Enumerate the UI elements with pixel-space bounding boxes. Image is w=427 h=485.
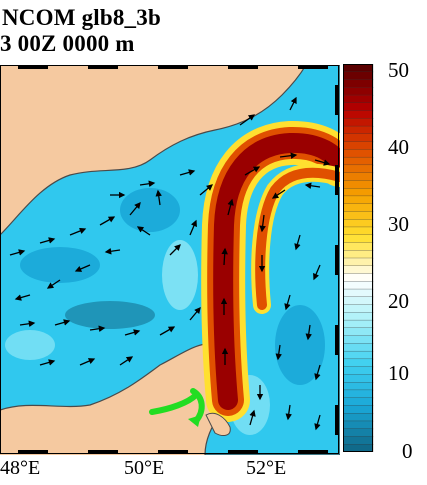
colorbar-band: [343, 164, 374, 174]
colorbar-band: [343, 296, 374, 306]
colorbar-band: [343, 156, 374, 166]
colorbar-band: [343, 118, 374, 127]
green-curved-arrow-icon: [149, 388, 205, 427]
colorbar-band: [343, 195, 374, 205]
colorbar-band: [343, 366, 374, 376]
colorbar-band: [343, 319, 374, 329]
colorbar: [343, 64, 374, 452]
colorbar-tick-label: 20: [388, 289, 409, 313]
colorbar-band: [343, 335, 374, 345]
map-title-line2: 3 00Z 0000 m: [0, 31, 135, 56]
colorbar-band: [343, 273, 374, 282]
longitude-label: 48°E: [0, 457, 41, 479]
colorbar-band: [343, 304, 374, 313]
colorbar-band: [343, 102, 374, 112]
colorbar-band: [343, 374, 374, 383]
frame-ticks: [18, 65, 339, 454]
colorbar-band: [343, 413, 374, 422]
colorbar-band: [343, 428, 374, 438]
colorbar-tick-label: 0: [402, 439, 413, 463]
colorbar-band: [343, 265, 374, 275]
jet-current: [201, 121, 340, 422]
colorbar-band: [343, 242, 374, 251]
colorbar-band: [343, 444, 374, 452]
colorbar-band: [343, 382, 374, 391]
longitude-label: 52°E: [246, 457, 287, 479]
colorbar-tick-label: 30: [388, 212, 409, 236]
colorbar-band: [343, 226, 374, 236]
colorbar-band: [343, 405, 374, 414]
colorbar-tick-label: 50: [388, 58, 409, 82]
colorbar-tick-label: 40: [388, 135, 409, 159]
colorbar-band: [343, 94, 374, 104]
colorbar-band: [343, 358, 374, 368]
colorbar-tick-label: 10: [388, 361, 409, 385]
colorbar-band: [343, 343, 374, 352]
colorbar-band: [343, 250, 374, 259]
colorbar-band: [343, 312, 374, 321]
colorbar-band: [343, 133, 374, 143]
colorbar-band: [343, 87, 374, 96]
colorbar-band: [343, 180, 374, 189]
colorbar-band: [343, 397, 374, 407]
colorbar-band: [343, 436, 374, 445]
map-title-line1: NCOM glb8_3b: [2, 5, 161, 30]
current-speed-map: [0, 65, 340, 455]
colorbar-band: [343, 172, 374, 182]
velocity-vectors: [9, 96, 331, 431]
colorbar-band: [343, 125, 374, 135]
colorbar-band: [343, 71, 374, 81]
colorbar-band: [343, 234, 374, 244]
colorbar-band: [343, 420, 374, 430]
colorbar-band: [343, 211, 374, 220]
colorbar-band: [343, 188, 374, 197]
colorbar-band: [343, 79, 374, 88]
colorbar-band: [343, 219, 374, 228]
colorbar-band: [343, 281, 374, 290]
colorbar-band: [343, 327, 374, 337]
longitude-label: 50°E: [124, 457, 165, 479]
colorbar-band: [343, 149, 374, 158]
colorbar-band: [343, 110, 374, 119]
colorbar-band: [343, 203, 374, 213]
colorbar-band: [343, 64, 374, 73]
colorbar-band: [343, 350, 374, 360]
colorbar-band: [343, 257, 374, 267]
coastline-detail: [205, 412, 231, 436]
colorbar-band: [343, 141, 374, 151]
colorbar-band: [343, 288, 374, 298]
colorbar-band: [343, 389, 374, 399]
